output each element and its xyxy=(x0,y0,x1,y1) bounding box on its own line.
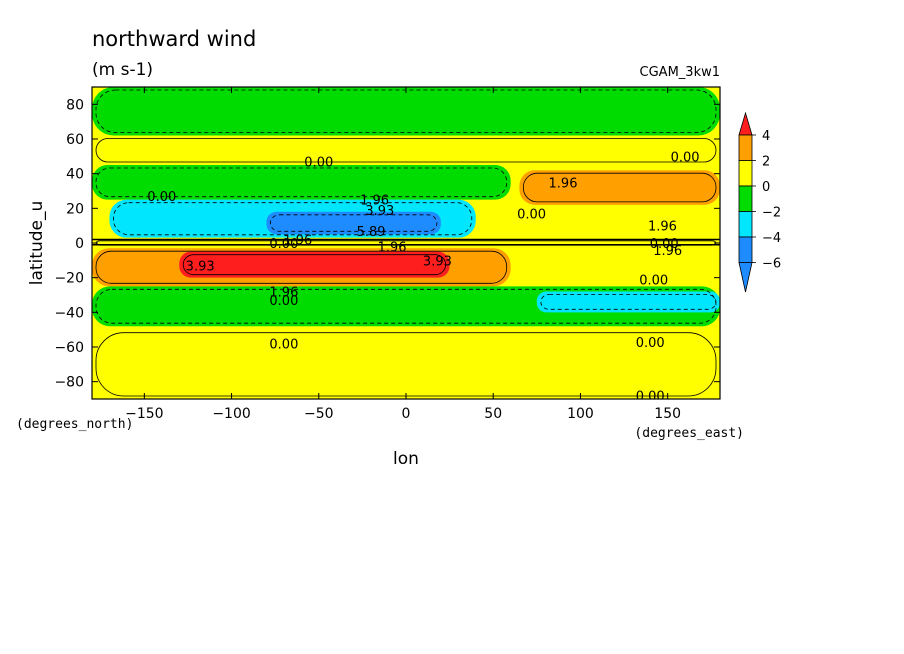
contour-sh-subtropics xyxy=(95,288,717,324)
contour-nh-midlat-east xyxy=(522,172,717,203)
y-axis: −80 −60 −40 −20 0 20 40 60 80 xyxy=(54,97,720,391)
y-axis-unit: (degrees_north) xyxy=(16,417,133,432)
y-tick-label: 20 xyxy=(66,201,84,217)
colorbar-segment xyxy=(738,211,753,238)
y-tick-label: 60 xyxy=(66,132,84,148)
y-tick-label: 40 xyxy=(66,167,84,183)
field-region-nh-tropics-core xyxy=(266,211,441,235)
contour-label: 5.89 xyxy=(357,225,386,240)
x-tick-label: 150 xyxy=(654,406,681,422)
colorbar-label: −6 xyxy=(762,257,781,272)
x-axis-label: lon xyxy=(393,449,419,469)
contour-labels: 0.00 0.000.00 1.961.963.93 0.001.965.891.96… xyxy=(147,150,700,405)
x-tick-label: −150 xyxy=(125,406,163,422)
contour-label: 1.96 xyxy=(269,286,298,301)
x-tick-label: 100 xyxy=(567,406,594,422)
x-tick-label: 0 xyxy=(402,406,411,422)
x-axis-unit: (degrees_east) xyxy=(634,426,744,441)
colorbar-segment xyxy=(738,111,753,136)
contour-nh-tropics xyxy=(113,202,473,236)
colorbar-segment xyxy=(738,134,753,161)
y-tick-label: −20 xyxy=(54,271,84,287)
contour-label: 3.93 xyxy=(365,204,394,219)
colorbar: 4 2 0 −2 −4 −6 xyxy=(738,111,781,293)
contour-label: 0.00 xyxy=(269,294,298,309)
colorbar-segment xyxy=(738,262,753,293)
colorbar-label: −2 xyxy=(762,206,781,221)
x-axis: −150 −100 −50 0 50 100 150 xyxy=(125,87,681,422)
field-region-nh-midlat xyxy=(92,135,720,165)
x-tick-label: −50 xyxy=(304,406,334,422)
y-tick-label: −40 xyxy=(54,305,84,321)
contour-nh-subtropics xyxy=(95,167,508,198)
contour-label: 1.96 xyxy=(648,220,677,235)
chart-subtitle: (m s-1) xyxy=(92,60,153,80)
contour-nh-tropics-core xyxy=(270,214,438,232)
contour-label: 1.96 xyxy=(360,194,389,209)
contour-label: 0.00 xyxy=(269,338,298,353)
field-region-nh-subtropics xyxy=(92,165,511,200)
field-region-sh-subtropics-east xyxy=(536,291,720,313)
colorbar-label: 2 xyxy=(762,155,770,170)
contour-label: 3.93 xyxy=(423,254,452,269)
contour-label: 1.96 xyxy=(549,176,578,191)
contour-label: 0.00 xyxy=(650,237,679,252)
contour-label: 0.00 xyxy=(269,237,298,252)
y-tick-label: −80 xyxy=(54,375,84,391)
field-region-nh-midlat-east xyxy=(519,170,720,205)
contour-sh-subtropics-east xyxy=(540,294,717,310)
field-region-north-polar xyxy=(92,87,720,136)
contour-label: 0.00 xyxy=(636,336,665,351)
colorbar-segment xyxy=(738,185,753,212)
contour-label: 0.00 xyxy=(304,156,333,171)
contour-sh-tropics xyxy=(95,250,508,284)
contour-sh-tropics-core xyxy=(182,254,447,276)
contour-label: 0.00 xyxy=(517,208,546,223)
field-region-equator xyxy=(92,237,720,249)
contour-label: 3.93 xyxy=(186,260,215,275)
y-tick-label: 0 xyxy=(75,236,84,252)
colorbar-label: 4 xyxy=(762,129,770,144)
y-axis-label: latitude_u xyxy=(27,201,47,286)
contour-label: 1.96 xyxy=(653,244,682,259)
contour-label: 1.96 xyxy=(283,234,312,249)
dataset-label: CGAM_3kw1 xyxy=(640,65,720,80)
field-region-sh-tropics-core xyxy=(179,251,450,278)
contour-nh-midlat xyxy=(95,138,717,163)
colorbar-segment xyxy=(738,160,753,187)
contour-label: 0.00 xyxy=(636,390,665,405)
contour-label: 0.00 xyxy=(639,273,668,288)
field-region-south-polar xyxy=(92,329,720,399)
plot-field xyxy=(92,87,720,399)
colorbar-label: −4 xyxy=(762,231,781,246)
contour-label: 1.96 xyxy=(378,240,407,255)
x-tick-label: −100 xyxy=(212,406,250,422)
chart-title: northward wind xyxy=(92,27,256,51)
colorbar-label: 0 xyxy=(762,180,770,195)
y-tick-label: 80 xyxy=(66,97,84,113)
x-tick-label: 50 xyxy=(484,406,502,422)
contour-label: 0.00 xyxy=(147,190,176,205)
contour-label: 0.00 xyxy=(671,150,700,165)
y-tick-label: −60 xyxy=(54,340,84,356)
colorbar-segment xyxy=(738,236,753,263)
